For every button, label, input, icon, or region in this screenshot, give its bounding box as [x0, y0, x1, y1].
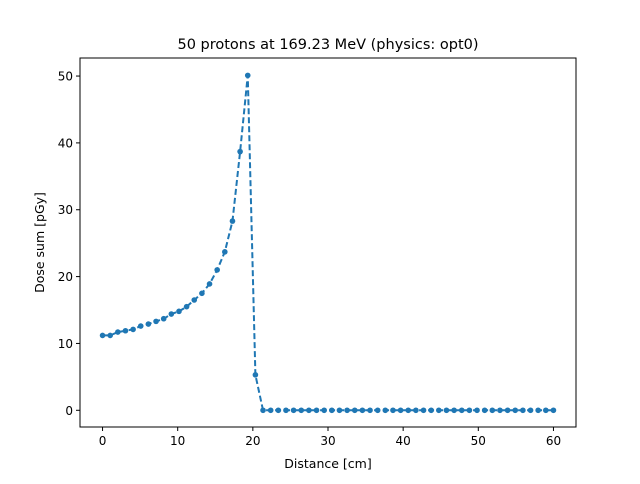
- data-point: [130, 326, 136, 333]
- data-point: [176, 308, 182, 315]
- data-point: [481, 407, 488, 414]
- data-point: [390, 407, 396, 414]
- data-point: [160, 315, 167, 322]
- data-point: [543, 407, 549, 414]
- data-point: [405, 407, 412, 414]
- data-point: [99, 332, 106, 339]
- x-tick-label: 20: [245, 434, 260, 448]
- data-point: [122, 327, 129, 334]
- data-point: [512, 407, 519, 414]
- data-point: [115, 329, 121, 335]
- x-tick-label: 10: [170, 434, 185, 448]
- data-point: [191, 297, 198, 303]
- data-point: [550, 407, 557, 414]
- data-point: [244, 72, 251, 79]
- x-tick-label: 50: [471, 434, 486, 448]
- data-point: [451, 407, 457, 414]
- data-point: [436, 407, 442, 414]
- x-tick-label: 30: [320, 434, 335, 448]
- data-point: [374, 407, 381, 414]
- data-point: [420, 407, 427, 414]
- data-point: [145, 321, 152, 327]
- x-tick-label: 0: [99, 434, 107, 448]
- data-point: [206, 281, 213, 287]
- x-tick-label: 60: [546, 434, 561, 448]
- data-point: [359, 407, 366, 414]
- data-point: [367, 407, 373, 414]
- data-point: [336, 407, 343, 414]
- data-point: [321, 407, 327, 414]
- y-axis-label: Dose sum [pGy]: [32, 192, 47, 293]
- data-point: [260, 407, 266, 414]
- data-point: [458, 407, 465, 414]
- data-point: [199, 290, 205, 297]
- data-point: [298, 407, 305, 414]
- data-point: [283, 407, 289, 414]
- y-tick-label: 50: [58, 70, 73, 84]
- data-point: [527, 407, 534, 414]
- data-point: [497, 407, 503, 414]
- data-point: [443, 407, 450, 414]
- y-tick-label: 0: [65, 404, 73, 418]
- data-point: [351, 407, 358, 414]
- data-point: [183, 303, 190, 310]
- data-point: [252, 372, 259, 378]
- data-point: [466, 407, 473, 414]
- y-axis-ticks: 0 10 20 30 40 50: [58, 70, 80, 418]
- data-point: [535, 407, 541, 414]
- chart-title: 50 protons at 169.23 MeV (physics: opt0): [177, 37, 478, 53]
- y-tick-label: 20: [58, 270, 73, 284]
- data-point: [306, 407, 312, 414]
- data-point: [107, 332, 113, 339]
- data-point: [397, 407, 404, 414]
- data-point: [168, 311, 175, 317]
- data-point: [520, 407, 526, 414]
- x-axis-label: Distance [cm]: [284, 456, 371, 471]
- data-point: [222, 249, 228, 255]
- data-point: [290, 407, 297, 414]
- data-point: [382, 407, 389, 414]
- plot-area: [99, 72, 557, 414]
- data-point: [214, 267, 220, 273]
- y-tick-label: 40: [58, 136, 73, 150]
- data-point: [344, 407, 350, 414]
- data-point: [474, 407, 480, 414]
- y-tick-label: 10: [58, 337, 73, 351]
- data-point: [153, 318, 159, 325]
- y-tick-label: 30: [58, 203, 73, 217]
- x-tick-label: 40: [396, 434, 411, 448]
- x-axis-ticks: 0 10 20 30 40 50 60: [99, 427, 561, 448]
- data-point: [504, 407, 511, 414]
- data-point: [275, 407, 282, 414]
- data-point: [329, 407, 335, 414]
- data-point: [137, 323, 144, 329]
- data-point: [267, 407, 274, 414]
- data-point: [229, 218, 236, 224]
- data-point: [428, 407, 434, 414]
- data-point: [489, 407, 496, 414]
- data-point: [237, 148, 243, 155]
- data-point: [413, 407, 419, 414]
- data-point: [313, 407, 320, 414]
